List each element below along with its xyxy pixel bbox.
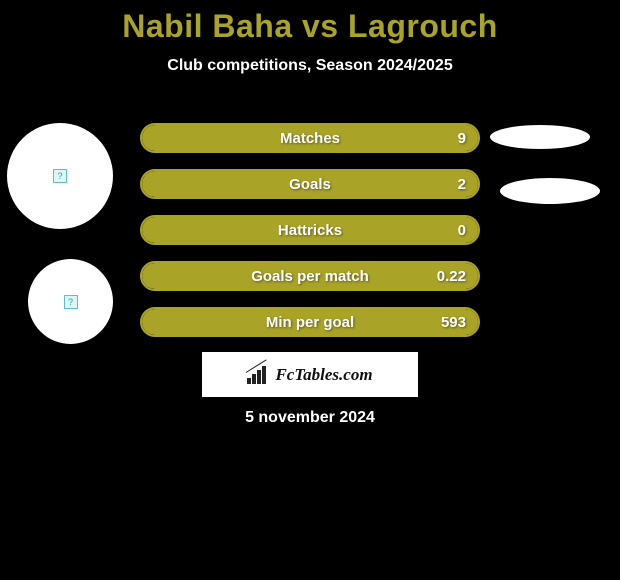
- logo-text: FcTables.com: [275, 365, 372, 385]
- fctables-logo: FcTables.com: [202, 352, 418, 397]
- broken-image-icon: [64, 295, 78, 309]
- stat-label: Hattricks: [142, 217, 478, 243]
- player1-name: Nabil Baha: [122, 8, 292, 44]
- stat-label: Goals per match: [142, 263, 478, 289]
- comparison-title: Nabil Baha vs Lagrouch: [0, 0, 620, 45]
- broken-image-icon: [53, 169, 67, 183]
- vs-text: vs: [302, 8, 339, 44]
- stat-value: 9: [458, 125, 466, 151]
- stat-row: Hattricks0: [140, 215, 480, 245]
- stat-label: Goals: [142, 171, 478, 197]
- stat-value: 2: [458, 171, 466, 197]
- right-ellipse-1: [490, 125, 590, 149]
- player2-name: Lagrouch: [348, 8, 498, 44]
- player2-avatar: [28, 259, 113, 344]
- generated-date: 5 november 2024: [0, 409, 620, 427]
- bar-chart-icon: [247, 366, 269, 384]
- stat-value: 0.22: [437, 263, 466, 289]
- stat-row: Matches9: [140, 123, 480, 153]
- right-ellipse-2: [500, 178, 600, 204]
- stat-label: Matches: [142, 125, 478, 151]
- stat-value: 593: [441, 309, 466, 335]
- stat-row: Min per goal593: [140, 307, 480, 337]
- player1-avatar: [7, 123, 113, 229]
- subtitle: Club competitions, Season 2024/2025: [0, 57, 620, 75]
- stat-value: 0: [458, 217, 466, 243]
- stat-row: Goals2: [140, 169, 480, 199]
- stats-container: Matches9Goals2Hattricks0Goals per match0…: [140, 123, 480, 353]
- stat-label: Min per goal: [142, 309, 478, 335]
- stat-row: Goals per match0.22: [140, 261, 480, 291]
